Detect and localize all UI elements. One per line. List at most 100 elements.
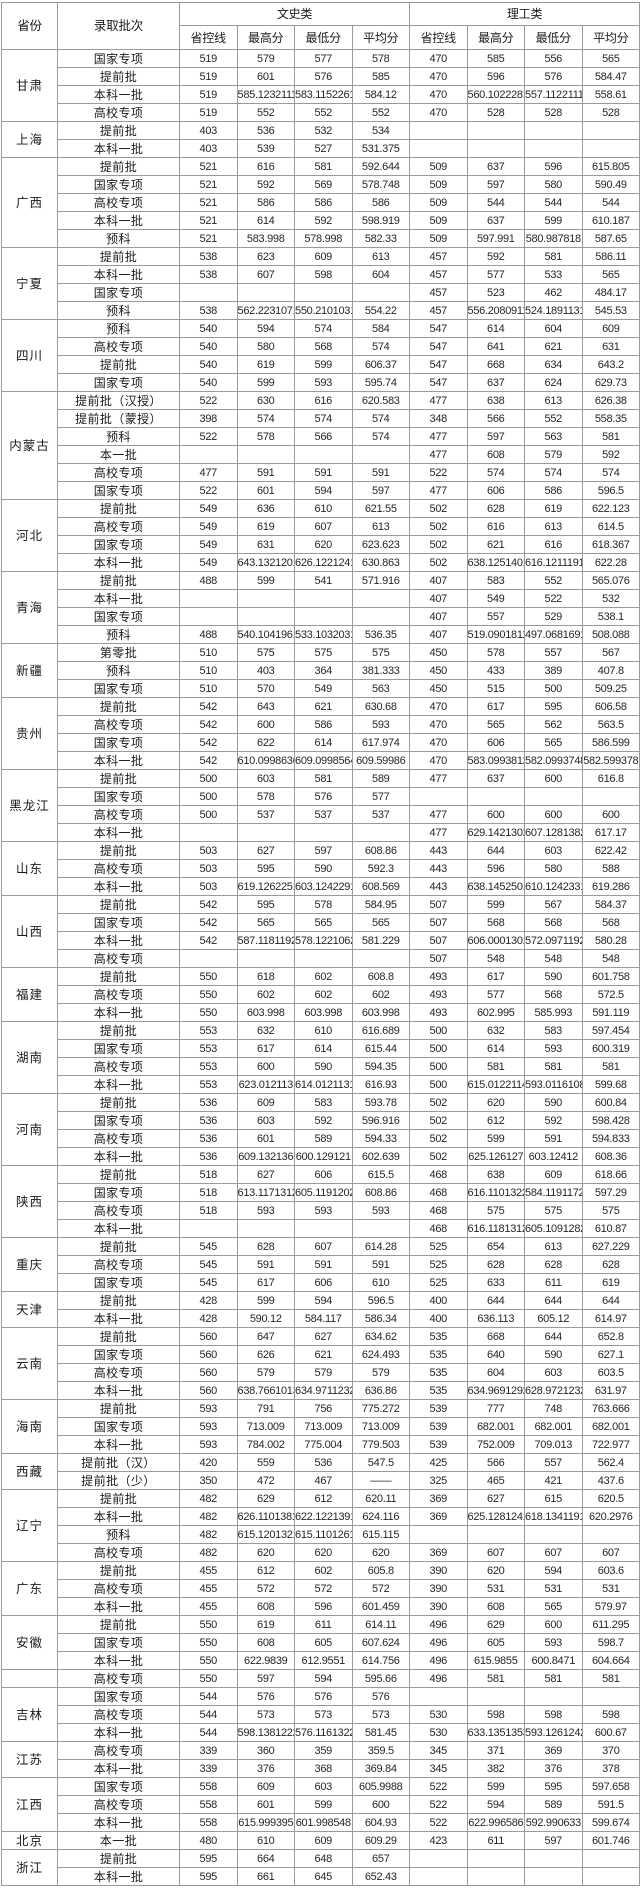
score-cell xyxy=(236,607,295,626)
score-cell: 601.746 xyxy=(581,1831,640,1850)
score-cell: 455 xyxy=(179,1561,238,1580)
score-cell: 542 xyxy=(179,733,238,752)
score-cell: 599 xyxy=(236,571,295,590)
score-cell: 624.493 xyxy=(351,1345,411,1364)
batch-cell: 国家专项 xyxy=(57,175,180,194)
score-cell: 575 xyxy=(294,643,353,662)
score-cell: 611 xyxy=(524,1273,583,1292)
table-row: 国家专项 457 523 462 484.17 xyxy=(2,283,640,302)
score-cell: 578.748 xyxy=(351,175,411,194)
score-cell: 369.84 xyxy=(351,1759,411,1778)
score-cell: 579 xyxy=(294,1363,353,1382)
province-cell: 黑龙江 xyxy=(1,769,58,842)
score-cell: 369 xyxy=(409,1489,468,1508)
batch-cell: 提前批 xyxy=(57,895,180,914)
score-cell: 540.1041961 xyxy=(236,625,295,644)
score-cell: 533 xyxy=(524,265,583,284)
score-cell: 620.5 xyxy=(581,1489,640,1508)
score-cell: 540 xyxy=(179,337,238,356)
province-cell: 浙江 xyxy=(1,1849,58,1886)
score-cell: 607.624 xyxy=(351,1633,411,1652)
batch-cell: 国家专项 xyxy=(57,1687,180,1706)
score-cell: 540 xyxy=(179,319,238,338)
score-cell: 620.583 xyxy=(351,391,411,410)
score-cell: 618.66 xyxy=(581,1165,640,1184)
score-cell: 550 xyxy=(179,1003,238,1022)
score-cell: 421 xyxy=(524,1471,583,1490)
score-cell: 586 xyxy=(524,481,583,500)
score-cell: 581 xyxy=(294,157,353,176)
score-cell: 599 xyxy=(294,355,353,374)
score-cell: 553 xyxy=(179,1057,238,1076)
score-cell: 581.45 xyxy=(351,1723,411,1742)
score-cell: 575 xyxy=(581,1201,640,1220)
table-row: 辽宁 提前批 482 629 612 620.11 369 627 615 620.5 xyxy=(1,1489,640,1562)
score-cell: 575 xyxy=(351,643,411,662)
score-cell xyxy=(179,1219,238,1238)
score-cell: 400 xyxy=(409,1309,468,1328)
score-cell: 608.8 xyxy=(351,967,411,986)
score-cell: 538 xyxy=(179,247,238,266)
score-cell: 521 xyxy=(179,229,238,248)
header-group-science: 理工类 xyxy=(409,2,640,26)
score-cell: 619 xyxy=(581,1273,640,1292)
score-cell: 599 xyxy=(236,1291,295,1310)
score-cell: 610.187 xyxy=(581,211,640,230)
score-cell: 779.503 xyxy=(351,1435,411,1454)
score-cell: 601.758 xyxy=(581,967,640,986)
batch-cell: 提前批（少） xyxy=(57,1471,180,1490)
table-row: 国家专项 510 570 549 563 450 515 500 509.25 xyxy=(2,679,640,698)
score-cell: 556.2080911 xyxy=(466,301,526,320)
score-cell: 668 xyxy=(466,1327,526,1346)
score-cell: —— xyxy=(351,1471,411,1490)
table-row: 国家专项 407 557 529 538.1 xyxy=(2,607,640,626)
score-cell: 488 xyxy=(179,625,238,644)
score-cell: 565 xyxy=(581,49,640,68)
score-cell: 580 xyxy=(524,859,583,878)
score-cell: 590.12 xyxy=(236,1309,295,1328)
score-cell: 538.1 xyxy=(581,607,640,626)
score-cell: 603 xyxy=(236,1111,295,1130)
score-cell: 606.37 xyxy=(351,355,411,374)
score-cell: 407 xyxy=(409,607,468,626)
table-row: 本科一批 538 607 598 604 457 577 533 565 xyxy=(2,265,640,284)
score-cell: 378 xyxy=(581,1759,640,1778)
score-cell: 603 xyxy=(524,1363,583,1382)
batch-cell: 高校专项 xyxy=(57,859,180,878)
score-cell: 521 xyxy=(179,211,238,230)
score-cell: 614.97 xyxy=(581,1309,640,1328)
score-cell: 582.599378 xyxy=(581,751,640,770)
batch-cell: 本科一批 xyxy=(57,1219,180,1238)
score-cell: 509 xyxy=(409,157,468,176)
score-cell: 599 xyxy=(294,1795,353,1814)
table-row: 本科一批 544 598.1381222 576.1161322 581.45 530 63… xyxy=(2,1723,640,1742)
score-cell: 535 xyxy=(409,1345,468,1364)
score-cell: 581 xyxy=(581,1057,640,1076)
score-cell: 637 xyxy=(466,769,526,788)
score-cell xyxy=(409,1867,468,1886)
score-cell: 557.1122111 xyxy=(524,85,583,104)
province-cell: 河南 xyxy=(1,1093,58,1166)
score-cell xyxy=(179,589,238,608)
score-cell: 542 xyxy=(179,913,238,932)
score-cell: 627.229 xyxy=(581,1237,640,1256)
score-cell: 597 xyxy=(466,175,526,194)
score-cell: 602.995 xyxy=(466,1003,526,1022)
table-row: 高校专项 544 573 573 573 530 598 598 598 xyxy=(2,1705,640,1724)
score-cell xyxy=(409,1687,468,1706)
score-cell xyxy=(351,607,411,626)
batch-cell: 本一批 xyxy=(57,445,180,464)
batch-cell: 国家专项 xyxy=(57,1183,180,1202)
score-cell: 598.1381222 xyxy=(236,1723,295,1742)
score-cell: 606 xyxy=(466,733,526,752)
batch-cell: 提前批 xyxy=(57,1399,180,1418)
score-cell: 592 xyxy=(294,211,353,230)
score-cell: 578 xyxy=(294,895,353,914)
score-cell: 477 xyxy=(409,823,468,842)
table-row: 本科一批 403 539 527 531.375 xyxy=(2,139,640,158)
table-row: 本科一批 407 549 522 532 xyxy=(2,589,640,608)
batch-cell: 本科一批 xyxy=(57,1597,180,1616)
score-cell xyxy=(294,445,353,464)
score-cell: 548 xyxy=(466,949,526,968)
score-cell: 605 xyxy=(466,1633,526,1652)
